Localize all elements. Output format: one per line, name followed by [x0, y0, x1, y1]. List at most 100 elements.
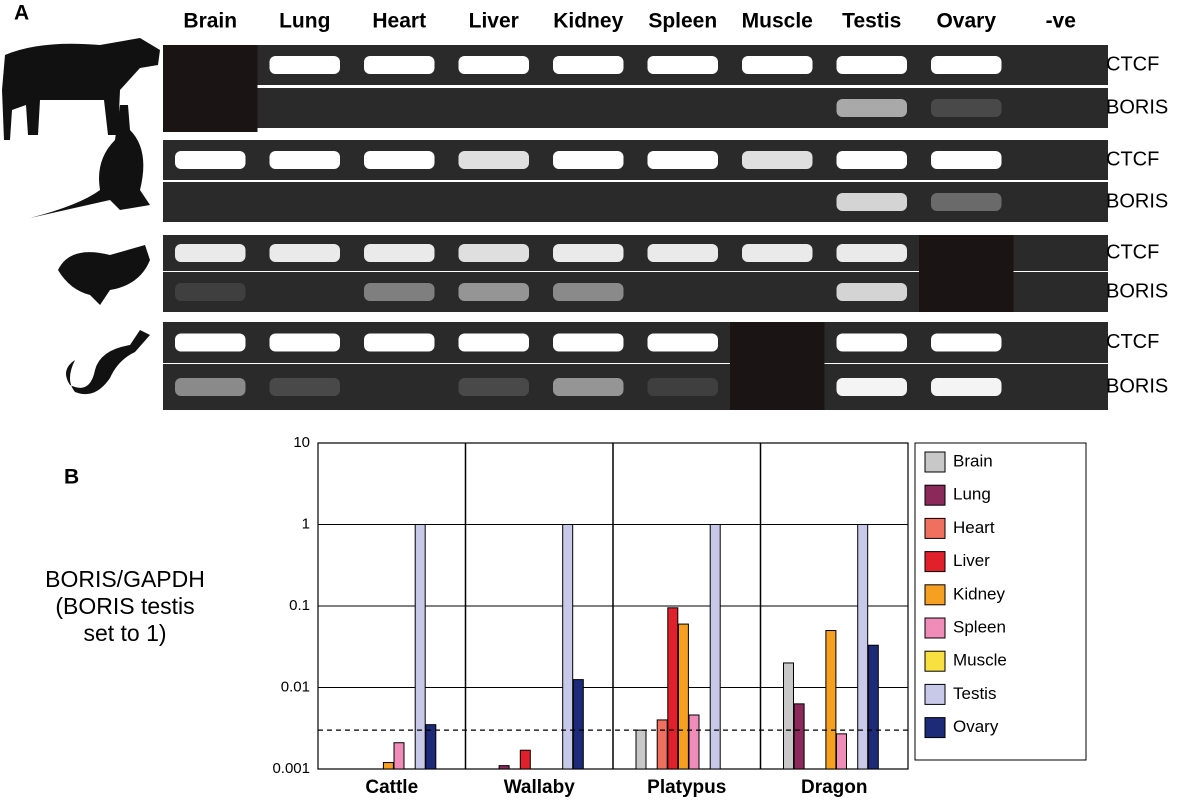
gel-band	[836, 56, 907, 74]
gel-strip	[163, 88, 1108, 128]
bar	[667, 607, 679, 770]
legend-swatch	[924, 517, 946, 539]
panel-label: A	[14, 2, 29, 25]
gel-strip	[163, 182, 1108, 222]
x-tick-label: Wallaby	[504, 777, 576, 798]
gel-band	[931, 151, 1002, 169]
bar	[836, 733, 847, 770]
bar	[677, 623, 689, 770]
animal-icons	[2, 38, 160, 395]
legend-label: Kidney	[953, 584, 1005, 603]
gel-band	[458, 283, 529, 301]
gel-band	[742, 151, 813, 169]
lane-label: Liver	[469, 10, 519, 33]
bar	[393, 742, 405, 770]
gel-band	[647, 378, 718, 396]
gel-band	[553, 333, 624, 352]
gel-band	[742, 56, 813, 74]
x-tick-label: Dragon	[801, 777, 868, 798]
x-tick-label: Platypus	[647, 777, 726, 798]
gel-band	[931, 193, 1002, 211]
marker-label: CTCF	[1106, 241, 1159, 263]
lane-label: Lung	[279, 10, 330, 33]
bar	[793, 703, 805, 770]
gel-band	[269, 56, 340, 74]
gel-band	[553, 378, 624, 396]
gel-band	[742, 244, 813, 262]
legend-label: Ovary	[953, 717, 999, 736]
gel-blank	[163, 45, 258, 132]
gel-band	[175, 151, 246, 169]
gel-band	[364, 283, 435, 301]
bar	[783, 662, 794, 770]
gel-band	[364, 244, 435, 262]
bar	[572, 679, 584, 770]
gel-band	[175, 244, 246, 262]
legend-swatch	[924, 484, 946, 506]
gel-band	[458, 151, 529, 169]
legend-swatch	[924, 584, 946, 606]
bar	[562, 524, 574, 770]
gel-band	[269, 151, 340, 169]
x-tick-label: Cattle	[365, 777, 418, 798]
gel-band	[647, 56, 718, 74]
legend-swatch	[924, 551, 946, 573]
wallaby-icon	[30, 105, 150, 218]
gel-band	[364, 151, 435, 169]
dragon-icon	[66, 330, 150, 395]
marker-label: BORIS	[1106, 190, 1168, 212]
gel-band	[647, 333, 718, 352]
legend-label: Heart	[953, 518, 995, 537]
marker-label: CTCF	[1106, 331, 1159, 353]
y-tick-label: 10	[293, 434, 310, 451]
bar	[867, 644, 879, 770]
lane-label: Ovary	[936, 10, 996, 33]
gel-band	[836, 378, 907, 396]
lane-label: Testis	[842, 10, 901, 33]
y-tick-label: 1	[302, 515, 310, 532]
gel-band	[931, 333, 1002, 352]
legend-swatch	[924, 617, 946, 639]
gel-band	[175, 333, 246, 352]
lane-label: Kidney	[553, 10, 623, 33]
gel-band	[458, 333, 529, 352]
marker-label: BORIS	[1106, 96, 1168, 118]
lane-label: -ve	[1046, 10, 1076, 33]
gel-band	[175, 283, 246, 301]
bar	[656, 719, 668, 770]
gel-band	[458, 378, 529, 396]
legend-label: Spleen	[953, 617, 1006, 636]
lane-label: Muscle	[742, 10, 813, 33]
marker-label: CTCF	[1106, 53, 1159, 75]
legend-label: Liver	[953, 551, 990, 570]
legend-swatch	[924, 451, 946, 473]
bar	[498, 765, 510, 770]
gel-band	[647, 151, 718, 169]
gel-band	[553, 151, 624, 169]
gel-band	[364, 56, 435, 74]
gel-band	[836, 151, 907, 169]
gel-band	[553, 244, 624, 262]
gel-band	[931, 378, 1002, 396]
marker-label: BORIS	[1106, 375, 1168, 397]
legend-swatch	[924, 650, 946, 672]
gel-band	[647, 244, 718, 262]
panel-label: B	[64, 466, 79, 489]
gel-band	[836, 333, 907, 352]
gel-band	[269, 378, 340, 396]
gel-band	[553, 56, 624, 74]
y-axis-label: BORIS/GAPDH	[45, 566, 205, 592]
platypus-icon	[58, 245, 150, 305]
gel-band	[175, 378, 246, 396]
bar	[382, 762, 394, 770]
lane-label: Spleen	[648, 10, 717, 33]
legend-swatch	[924, 717, 946, 739]
bar	[519, 749, 531, 770]
y-tick-label: 0.1	[289, 597, 310, 614]
gel-band	[269, 333, 340, 352]
gel-band	[836, 193, 907, 211]
gel-band	[458, 56, 529, 74]
gel-band	[553, 283, 624, 301]
lane-label: Heart	[372, 10, 426, 33]
